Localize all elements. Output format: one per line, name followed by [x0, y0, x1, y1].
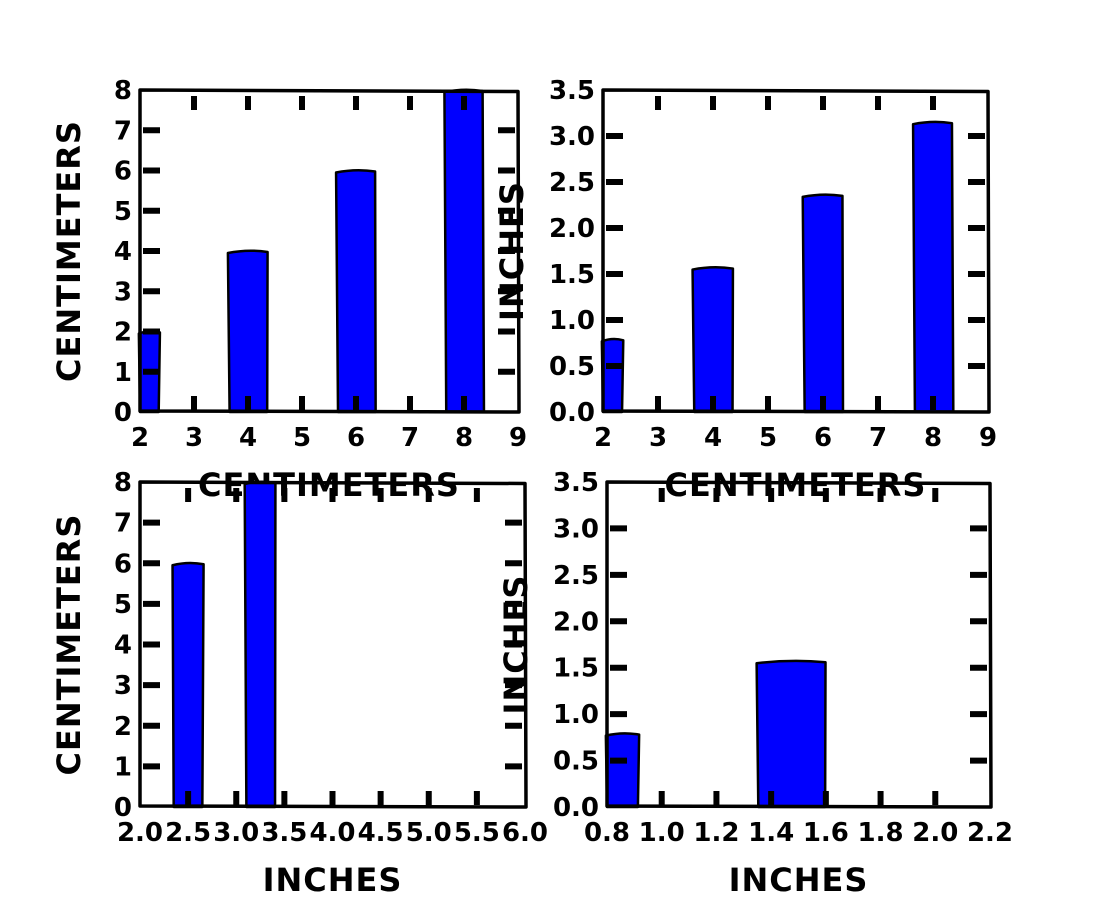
y-tick-label: 0.0 — [553, 793, 599, 823]
y-tick-label: 1.5 — [553, 654, 599, 684]
y-tick-label: 6 — [114, 157, 132, 187]
y-tick-label: 3.5 — [549, 76, 595, 106]
x-tick-label: 6 — [814, 423, 832, 453]
y-tick-label: 1.0 — [549, 306, 595, 336]
chart-panel-bottom-left: 2.0 2.5 3.0 3.5 4.0 4.5 5.0 5.5 6.0 0 1 2 3 4 5 6 7 8 INCH… — [50, 468, 548, 899]
y-axis-label: INCHES — [497, 575, 535, 715]
bar-bottom-right-0 — [604, 732, 641, 809]
y-tick-label: 3.5 — [553, 468, 599, 498]
x-tick-label: 5.5 — [454, 818, 500, 848]
y-tick-label: 2.5 — [549, 168, 595, 198]
x-tick-label: 8 — [924, 423, 942, 453]
bar-bottom-right-1 — [755, 659, 827, 809]
x-tick-label: 4.5 — [358, 818, 404, 848]
x-tick-label: 6 — [347, 423, 365, 453]
y-tick-label: 8 — [114, 468, 132, 498]
x-tick-label: 1.8 — [858, 818, 904, 848]
y-tick-label: 4 — [114, 237, 132, 267]
axes-frame — [601, 88, 991, 414]
x-tick-label: 3.0 — [213, 818, 259, 848]
x-tick-label: 2.5 — [165, 818, 211, 848]
y-tick-label: 8 — [114, 76, 132, 106]
y-tick-label: 3 — [114, 277, 132, 307]
y-tick-label: 2 — [114, 712, 132, 742]
y-tick-label: 0.0 — [549, 398, 595, 428]
y-tick-label: 1 — [114, 358, 132, 388]
bar-top-left-3 — [443, 88, 486, 414]
y-tick-label: 0 — [114, 398, 132, 428]
x-tick-label: 3.5 — [261, 818, 307, 848]
x-axis-label: CENTIMETERS — [665, 466, 927, 504]
bar-top-left-2 — [334, 168, 377, 414]
x-tick-label: 2.0 — [117, 818, 163, 848]
bar-bottom-left-1 — [243, 480, 277, 809]
bar-top-left-1 — [226, 249, 269, 414]
bar-top-right-3 — [911, 120, 955, 414]
bar-top-right-0 — [600, 337, 625, 414]
x-tick-label: 7 — [869, 423, 887, 453]
x-tick-label: 4 — [239, 423, 257, 453]
axes-frame — [138, 88, 521, 414]
x-tick-label: 9 — [509, 423, 527, 453]
chart-panel-top-left: 2 3 4 5 6 7 8 9 0 1 2 3 4 5 6 7 8 CENTIMETERS CENTIMETERS — [50, 76, 527, 504]
x-tick-label: 8 — [455, 423, 473, 453]
axes-frame — [605, 480, 993, 809]
x-tick-label: 2.0 — [912, 818, 958, 848]
y-tick-label: 2.0 — [549, 214, 595, 244]
y-tick-label: 1 — [114, 752, 132, 782]
x-tick-label: 5.0 — [406, 818, 452, 848]
y-tick-label: 7 — [114, 509, 132, 539]
y-tick-label: 3 — [114, 671, 132, 701]
chart-panel-top-right: 2 3 4 5 6 7 8 9 0.0 0.5 1.0 1.5 2.0 2.5 3.0 3.5 CENTIMET… — [493, 76, 997, 504]
chart-panel-bottom-right: 0.8 1.0 1.2 1.4 1.6 1.8 2.0 2.2 0.0 0.5 1.0 1.5 2.0 2… — [497, 468, 1013, 899]
x-tick-label: 5 — [293, 423, 311, 453]
x-axis-label: INCHES — [729, 861, 869, 899]
x-axis-label: CENTIMETERS — [198, 466, 460, 504]
x-tick-label: 2 — [594, 423, 612, 453]
y-axis-label: CENTIMETERS — [50, 120, 88, 382]
y-tick-label: 3.0 — [553, 514, 599, 544]
bar-top-right-1 — [691, 266, 735, 414]
x-tick-label: 3 — [649, 423, 667, 453]
y-tick-label: 0.5 — [549, 352, 595, 382]
x-tick-label: 5 — [759, 423, 777, 453]
x-tick-label: 9 — [979, 423, 997, 453]
y-tick-label: 6 — [114, 549, 132, 579]
y-axis-label: CENTIMETERS — [50, 514, 88, 776]
y-tick-label: 5 — [114, 590, 132, 620]
y-tick-label: 5 — [114, 197, 132, 227]
bar-top-right-2 — [801, 193, 845, 414]
x-tick-label: 7 — [401, 423, 419, 453]
y-tick-label: 7 — [114, 116, 132, 146]
y-tick-label: 3.0 — [549, 122, 595, 152]
x-tick-label: 3 — [185, 423, 203, 453]
bar-bottom-left-0 — [171, 561, 205, 809]
y-tick-label: 4 — [114, 631, 132, 661]
y-tick-label: 1.0 — [553, 700, 599, 730]
y-axis-label: INCHES — [493, 181, 531, 321]
x-axis-label: INCHES — [263, 861, 403, 899]
x-tick-label: 4 — [704, 423, 722, 453]
x-tick-label: 1.6 — [803, 818, 849, 848]
y-tick-label: 0 — [114, 793, 132, 823]
x-tick-label: 2.2 — [967, 818, 1013, 848]
y-tick-label: 2 — [114, 318, 132, 348]
y-tick-label: 1.5 — [549, 260, 595, 290]
x-tick-label: 6.0 — [502, 818, 548, 848]
x-tick-label: 1.4 — [748, 818, 794, 848]
y-tick-label: 2.0 — [553, 607, 599, 637]
y-tick-label: 2.5 — [553, 561, 599, 591]
x-tick-label: 4.0 — [309, 818, 355, 848]
x-tick-label: 1.2 — [693, 818, 739, 848]
x-tick-label: 2 — [131, 423, 149, 453]
y-tick-label: 0.5 — [553, 747, 599, 777]
x-tick-label: 0.8 — [584, 818, 630, 848]
axes-frame — [138, 480, 528, 809]
x-tick-label: 1.0 — [639, 818, 685, 848]
